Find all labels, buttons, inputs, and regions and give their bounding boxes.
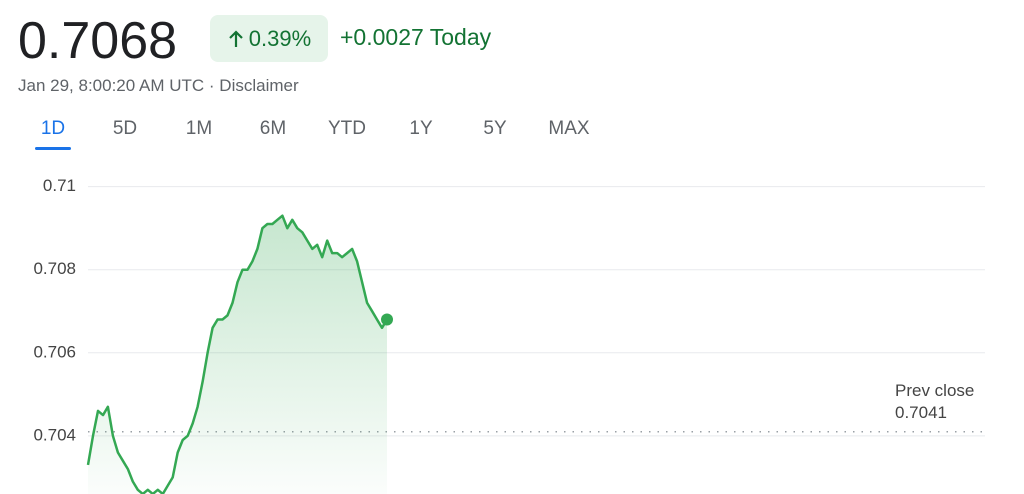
range-tab[interactable]: 1D: [18, 114, 88, 150]
price: 0.7068: [18, 12, 178, 70]
meta: Jan 29, 8:00:20 AM UTC · Disclaimer: [18, 76, 299, 96]
prev-close-label: Prev close: [895, 381, 974, 400]
range-tabs: 1D 5D 1M 6M YTD 1Y 5Y MAX: [18, 114, 606, 150]
y-tick-label: 0.704: [33, 425, 76, 444]
range-tab[interactable]: MAX: [548, 118, 590, 139]
area: [88, 215, 387, 494]
range-tab[interactable]: 1M: [185, 118, 213, 139]
change-today: +0.0027 Today: [340, 24, 492, 50]
y-tick-label: 0.708: [33, 259, 76, 278]
y-tick-label: 0.706: [33, 342, 76, 361]
change-badge: 0.39%: [210, 15, 328, 62]
range-tab[interactable]: 5D: [112, 118, 138, 139]
current-point: [381, 313, 393, 326]
range-tab[interactable]: 5Y: [483, 118, 507, 139]
range-tab[interactable]: 1Y: [409, 118, 433, 139]
disclaimer[interactable]: Disclaimer: [219, 76, 299, 95]
y-tick-label: 0.71: [43, 176, 76, 195]
change-percent: 0.39%: [248, 25, 312, 51]
prev-close-value: 0.7041: [895, 403, 947, 422]
range-tab[interactable]: YTD: [328, 118, 366, 139]
separator: ·: [208, 76, 215, 95]
timestamp: Jan 29, 8:00:20 AM UTC: [18, 76, 205, 95]
line: [86, 214, 389, 494]
up-arrow-icon: [229, 29, 243, 47]
range-tab[interactable]: 6M: [259, 118, 287, 139]
